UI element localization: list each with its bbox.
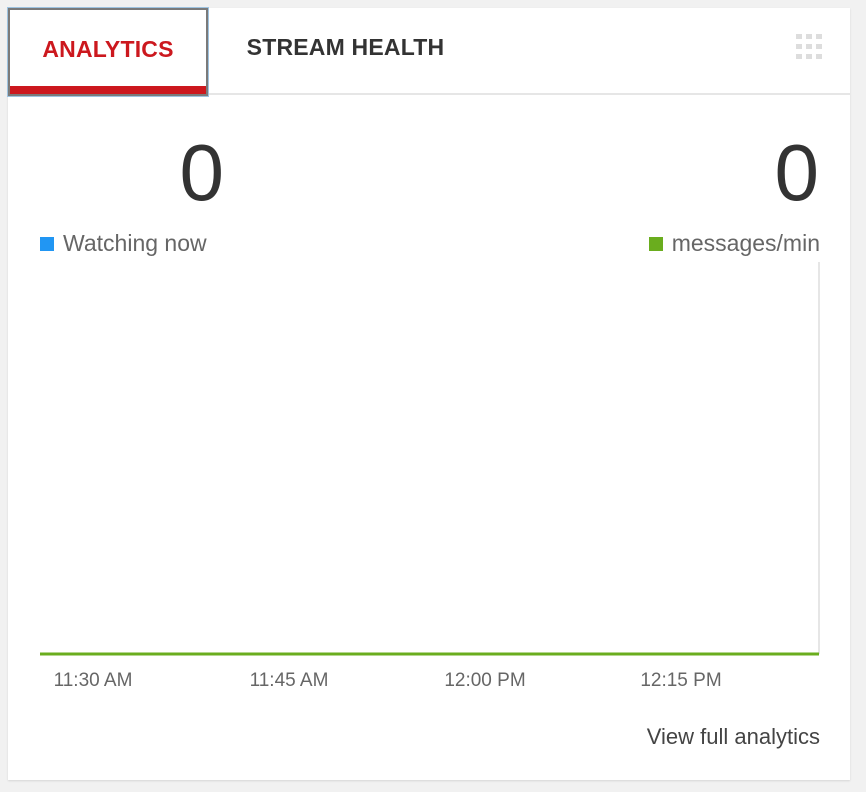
legend-messages-per-min: messages/min (648, 230, 820, 257)
legend-label: messages/min (671, 230, 820, 256)
view-full-analytics-link[interactable]: View full analytics (646, 724, 820, 749)
x-tick-label: 12:15 PM (640, 670, 721, 691)
x-tick-label: 12:00 PM (444, 670, 525, 691)
watching-now-value: 0 (179, 128, 225, 217)
analytics-card: ANALYTICS STREAM HEALTH 0 0 Watching now… (7, 7, 850, 780)
tab-label: STREAM HEALTH (246, 34, 445, 60)
active-tab-indicator (10, 86, 206, 94)
chart: 11:30 AM 11:45 AM 12:00 PM 12:15 PM (40, 262, 820, 691)
legend-watching-now: Watching now (40, 230, 207, 257)
messages-per-min-value: 0 (774, 128, 820, 217)
tab-bar: ANALYTICS STREAM HEALTH (7, 7, 850, 97)
legend-label: Watching now (63, 230, 207, 256)
tab-label: ANALYTICS (42, 36, 174, 62)
grid-icon[interactable] (796, 34, 822, 60)
x-tick-label: 11:30 AM (54, 670, 133, 691)
x-tick-label: 11:45 AM (250, 670, 329, 691)
blue-square-icon (40, 236, 54, 251)
tab-stream-health[interactable]: STREAM HEALTH (223, 8, 468, 93)
tab-analytics[interactable]: ANALYTICS (7, 7, 209, 97)
green-square-icon (648, 236, 663, 251)
